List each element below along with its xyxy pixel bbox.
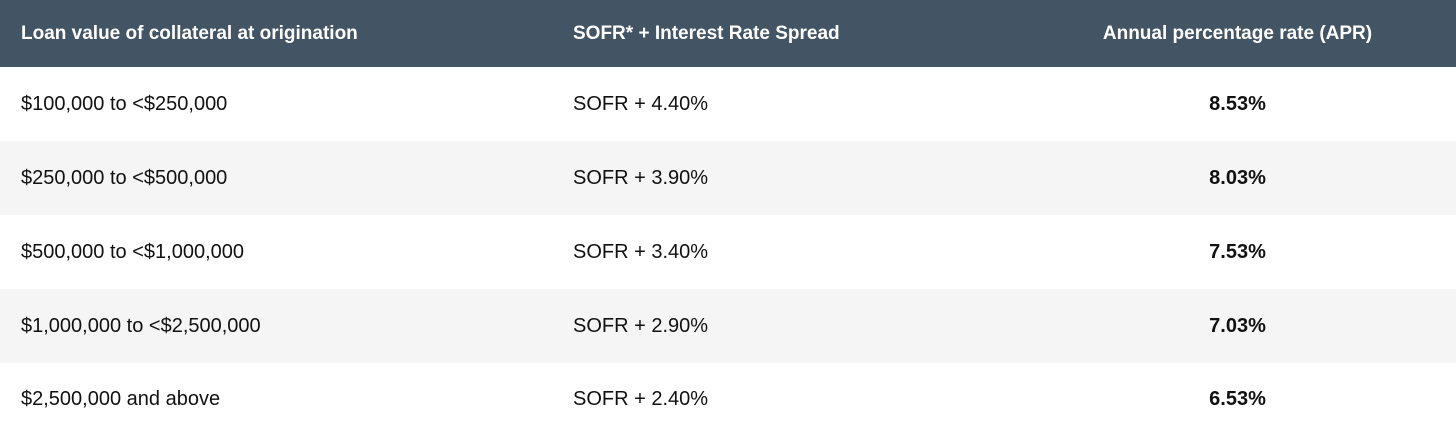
apr-cell: 6.53%	[1209, 388, 1266, 410]
table-row: $500,000 to <$1,000,000 SOFR + 3.40% 7.5…	[0, 215, 1456, 289]
apr-cell: 8.03%	[1209, 166, 1266, 189]
spread-cell: SOFR + 3.40%	[573, 240, 709, 263]
apr-cell: 8.53%	[1209, 92, 1266, 115]
loan-value-cell: $250,000 to <$500,000	[21, 166, 228, 189]
table-row: $250,000 to <$500,000 SOFR + 3.90% 8.03%	[0, 141, 1456, 215]
loan-value-cell: $100,000 to <$250,000	[21, 92, 228, 115]
loan-value-cell: $2,500,000 and above	[21, 388, 221, 410]
column-header-loan-value: Loan value of collateral at origination	[21, 22, 358, 44]
spread-cell: SOFR + 2.40%	[573, 388, 709, 410]
table-header-row: Loan value of collateral at origination …	[0, 0, 1456, 67]
spread-cell: SOFR + 4.40%	[573, 92, 709, 115]
spread-cell: SOFR + 2.90%	[573, 314, 709, 337]
table-row: $100,000 to <$250,000 SOFR + 4.40% 8.53%	[0, 67, 1456, 141]
apr-cell: 7.03%	[1209, 314, 1266, 337]
loan-value-cell: $1,000,000 to <$2,500,000	[21, 314, 261, 337]
table-row: $2,500,000 and above SOFR + 2.40% 6.53%	[0, 363, 1456, 434]
table-row: $1,000,000 to <$2,500,000 SOFR + 2.90% 7…	[0, 289, 1456, 363]
spread-cell: SOFR + 3.90%	[573, 166, 709, 189]
column-header-apr: Annual percentage rate (APR)	[1102, 22, 1373, 44]
loan-value-cell: $500,000 to <$1,000,000	[21, 240, 244, 263]
column-header-spread: SOFR* + Interest Rate Spread	[573, 22, 840, 44]
apr-cell: 7.53%	[1209, 240, 1266, 263]
